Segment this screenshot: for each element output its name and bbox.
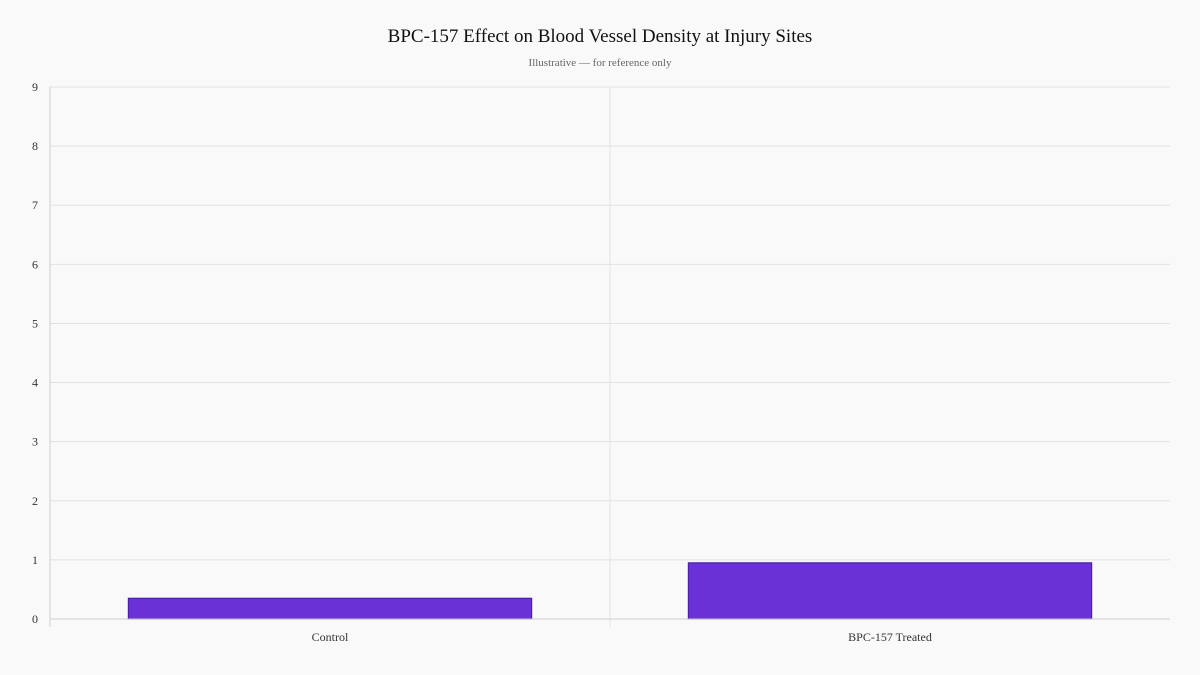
y-tick-labels: 0 1 2 3 4 5 6 7 8 9 xyxy=(32,80,38,626)
grid-layer xyxy=(50,86,1170,627)
y-tick-label: 0 xyxy=(32,612,38,626)
y-tick-label: 8 xyxy=(32,139,38,153)
y-tick-label: 6 xyxy=(32,257,38,271)
y-tick-label: 9 xyxy=(32,80,38,94)
y-tick-label: 7 xyxy=(32,198,38,212)
x-tick-label: BPC-157 Treated xyxy=(848,630,932,644)
chart-title: BPC-157 Effect on Blood Vessel Density a… xyxy=(387,26,813,47)
y-tick-label: 5 xyxy=(32,316,38,330)
x-tick-label: Control xyxy=(312,630,349,644)
y-tick-label: 4 xyxy=(32,376,38,390)
bar xyxy=(687,562,1093,620)
bar xyxy=(127,597,533,620)
bars-layer xyxy=(127,562,1093,620)
x-tick-labels: Control BPC-157 Treated xyxy=(312,630,932,644)
y-tick-label: 2 xyxy=(32,494,38,508)
y-tick-label: 1 xyxy=(32,553,38,567)
y-tick-label: 3 xyxy=(32,435,38,449)
chart-subtitle: Illustrative — for reference only xyxy=(528,57,672,69)
axis-layer xyxy=(49,87,1170,627)
